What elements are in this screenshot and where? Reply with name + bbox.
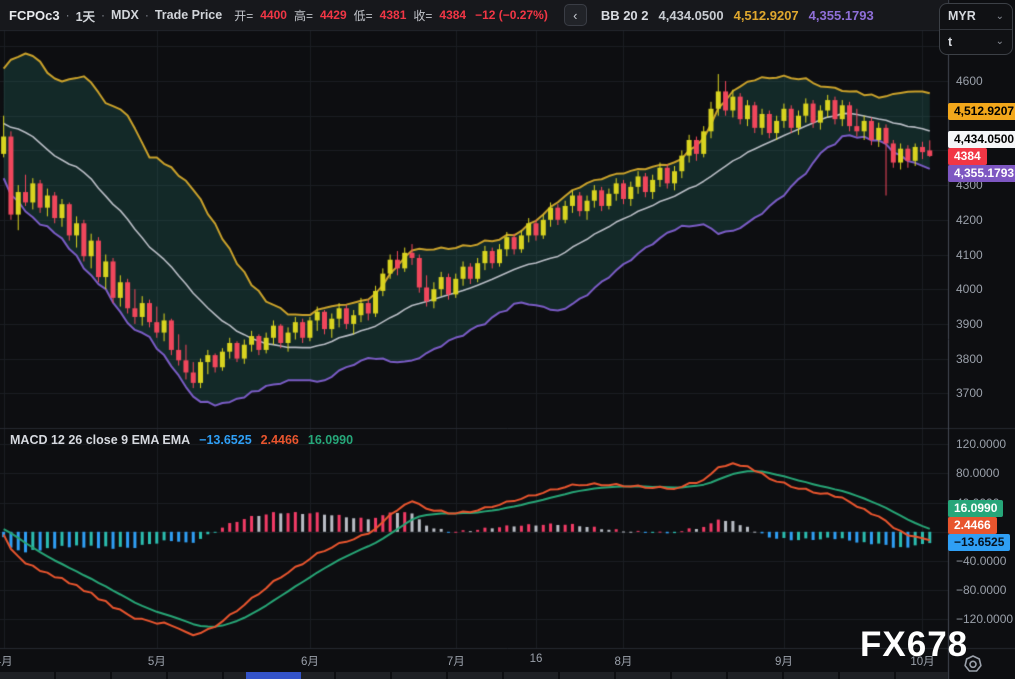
bollinger-basis-value: 4,434.0500: [658, 7, 724, 23]
macd-tick: 80.0000: [956, 466, 1000, 481]
chart-legend-bar: FCPOc3 · 1天 · MDX · Trade Price 开= 4400 高…: [0, 0, 948, 30]
currency-dropdown[interactable]: MYR ⌄: [940, 4, 1012, 30]
price-tick: 3900: [956, 316, 983, 331]
last-price-badge: 4384: [948, 148, 987, 165]
ohlc-readout: 开= 4400 高= 4429 低= 4381 收= 4384 −12 (−0.27%): [234, 7, 548, 24]
time-tick: 7月: [446, 656, 465, 668]
time-tick: 16: [529, 653, 543, 665]
macd-legend[interactable]: MACD 12 26 close 9 EMA EMA −13.6525 2.44…: [10, 433, 353, 447]
symbol-name[interactable]: FCPOc3: [9, 7, 60, 23]
bollinger-legend[interactable]: BB 20 2 4,434.0500 4,512.9207 4,355.1793: [601, 8, 874, 23]
currency-value: MYR: [948, 9, 976, 24]
high-value: 4429: [319, 8, 347, 22]
low-label: 低=: [353, 8, 373, 23]
time-tick: 6月: [300, 656, 319, 668]
high-label: 高=: [293, 8, 313, 23]
open-value: 4400: [260, 8, 287, 22]
bollinger-upper-value: 4,512.9207: [733, 7, 799, 23]
bb-upper-price-badge: 4,512.9207: [948, 103, 1015, 120]
macd-tick: 120.0000: [956, 437, 1007, 452]
unit-dropdown[interactable]: t ⌄: [940, 30, 1012, 55]
price-tick: 3800: [956, 351, 983, 366]
macd-histogram-badge: −13.6525: [948, 534, 1011, 551]
interval-label[interactable]: 1天: [75, 9, 96, 24]
exchange-label: MDX: [111, 8, 139, 22]
macd-signal-value: 16.0990: [307, 433, 354, 447]
time-tick: 9月: [774, 656, 793, 668]
price-tick: 4000: [956, 282, 983, 297]
time-tick: 8月: [614, 656, 633, 668]
price-axis[interactable]: 4600 4300 4200 4100 4000 3900 3800 3700 120.0000…: [948, 0, 1015, 648]
gear-icon: [964, 655, 982, 672]
price-tick: 4200: [956, 212, 983, 227]
price-tick: 4100: [956, 247, 983, 262]
bollinger-lower-value: 4,355.1793: [808, 7, 874, 23]
macd-title: MACD 12 26 close 9 EMA EMA: [10, 433, 191, 447]
time-tick: 4月: [0, 656, 13, 668]
macd-tick: −40.0000: [956, 554, 1007, 569]
collapse-legend-button[interactable]: ‹: [563, 4, 587, 26]
change-value: −12 (−0.27%): [475, 8, 548, 22]
chevron-down-icon: ⌄: [995, 10, 1004, 22]
macd-tick: −80.0000: [956, 583, 1007, 598]
macd-histogram-value: −13.6525: [199, 433, 252, 447]
watermark: FX678: [860, 625, 969, 664]
unit-value: t: [948, 34, 953, 49]
open-label: 开=: [234, 8, 254, 23]
separator-dot: ·: [101, 8, 106, 22]
separator-dot: ·: [144, 8, 149, 22]
price-tick: 4600: [956, 74, 983, 88]
chevron-left-icon: ‹: [573, 7, 578, 23]
bb-lower-price-badge: 4,355.1793: [948, 165, 1015, 182]
chevron-down-icon: ⌄: [995, 36, 1004, 48]
macd-signal-badge: 16.0990: [948, 500, 1004, 517]
bottom-scrollbar-thumb[interactable]: [246, 672, 301, 679]
close-label: 收=: [413, 8, 433, 23]
time-tick: 5月: [147, 656, 166, 668]
series-type-label: Trade Price: [154, 8, 223, 22]
time-axis[interactable]: 4月 5月 6月 7月 16 8月 9月 10月: [0, 648, 1015, 672]
separator-dot: ·: [65, 8, 70, 22]
close-value: 4384: [439, 8, 467, 22]
bottom-scrollbar-track[interactable]: [0, 672, 948, 679]
bollinger-title: BB 20 2: [600, 7, 649, 23]
time-tick: 10月: [910, 656, 935, 668]
currency-unit-widget: MYR ⌄ t ⌄: [939, 3, 1013, 55]
bb-basis-price-badge: 4,434.0500: [948, 131, 1015, 148]
macd-tick: −120.0000: [956, 612, 1014, 627]
price-tick: 3700: [956, 386, 983, 401]
macd-line-value: 2.4466: [260, 433, 299, 447]
macd-line-badge: 2.4466: [948, 517, 997, 534]
low-value: 4381: [379, 8, 407, 22]
axis-settings-button[interactable]: [961, 653, 985, 677]
